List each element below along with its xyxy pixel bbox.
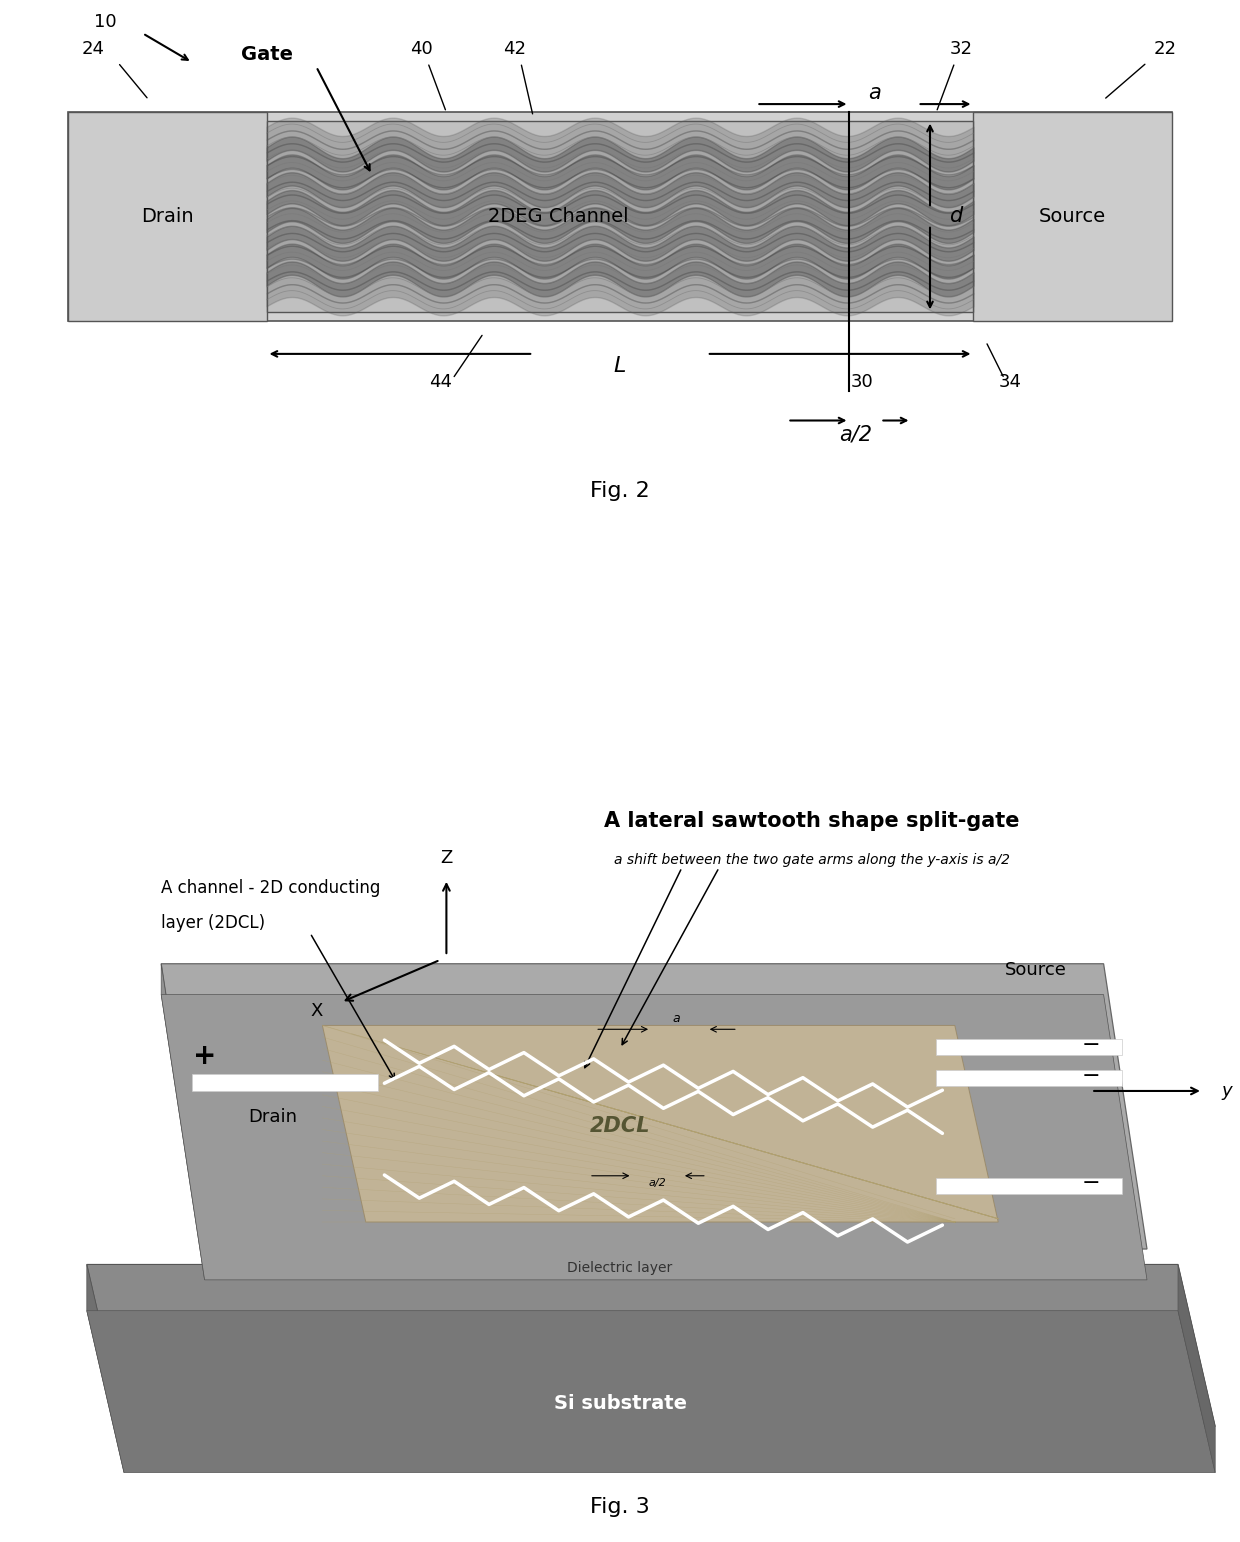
- Bar: [936, 1070, 1122, 1086]
- Text: 30: 30: [851, 373, 873, 392]
- Text: 24: 24: [82, 40, 104, 59]
- Polygon shape: [87, 1264, 124, 1473]
- Text: Source: Source: [1039, 207, 1106, 227]
- Text: 40: 40: [410, 40, 433, 59]
- Text: −: −: [1081, 1173, 1101, 1194]
- Polygon shape: [161, 995, 1147, 1280]
- Text: d: d: [949, 207, 962, 227]
- Text: Si substrate: Si substrate: [553, 1394, 687, 1412]
- Text: Source: Source: [1004, 961, 1066, 979]
- Text: y: y: [1221, 1082, 1233, 1099]
- Text: Z: Z: [440, 850, 453, 867]
- Text: 2DCL: 2DCL: [590, 1116, 650, 1135]
- Text: a shift between the two gate arms along the y-axis is a/2: a shift between the two gate arms along …: [614, 853, 1011, 867]
- Polygon shape: [87, 1264, 1215, 1426]
- Text: +: +: [193, 1042, 216, 1070]
- Bar: [267, 120, 973, 313]
- Text: a/2: a/2: [839, 424, 872, 444]
- Bar: [936, 1178, 1122, 1194]
- Text: 22: 22: [1154, 40, 1177, 59]
- Text: Fig. 3: Fig. 3: [590, 1497, 650, 1517]
- Polygon shape: [161, 964, 1147, 1249]
- Text: 34: 34: [999, 373, 1022, 392]
- Bar: [973, 113, 1172, 321]
- Text: Dielectric layer: Dielectric layer: [568, 1261, 672, 1275]
- Text: A channel - 2D conducting: A channel - 2D conducting: [161, 879, 381, 897]
- Text: 2DEG Channel: 2DEG Channel: [487, 207, 629, 227]
- Text: 44: 44: [429, 373, 451, 392]
- Polygon shape: [1178, 1264, 1215, 1473]
- Text: Drain: Drain: [248, 1107, 298, 1126]
- Bar: [68, 113, 267, 321]
- Text: layer (2DCL): layer (2DCL): [161, 913, 265, 931]
- Text: L: L: [614, 356, 626, 376]
- Text: A lateral sawtooth shape split-gate: A lateral sawtooth shape split-gate: [604, 811, 1021, 831]
- Polygon shape: [87, 1311, 1215, 1473]
- Text: a/2: a/2: [649, 1178, 666, 1187]
- Text: 42: 42: [503, 40, 526, 59]
- Text: −: −: [1081, 1066, 1101, 1086]
- Text: Gate: Gate: [241, 45, 293, 63]
- Bar: [267, 120, 973, 313]
- Text: X: X: [310, 1002, 322, 1021]
- Bar: [936, 1039, 1122, 1055]
- Bar: [192, 1073, 378, 1092]
- Text: −: −: [1081, 1035, 1101, 1055]
- Text: a: a: [672, 1012, 680, 1024]
- Text: 32: 32: [950, 40, 972, 59]
- Bar: [68, 113, 1172, 321]
- Polygon shape: [322, 1025, 998, 1221]
- Text: Drain: Drain: [141, 207, 193, 227]
- Text: Fig. 2: Fig. 2: [590, 481, 650, 501]
- Text: a: a: [868, 83, 880, 103]
- Text: 10: 10: [94, 12, 117, 31]
- Polygon shape: [161, 964, 205, 1280]
